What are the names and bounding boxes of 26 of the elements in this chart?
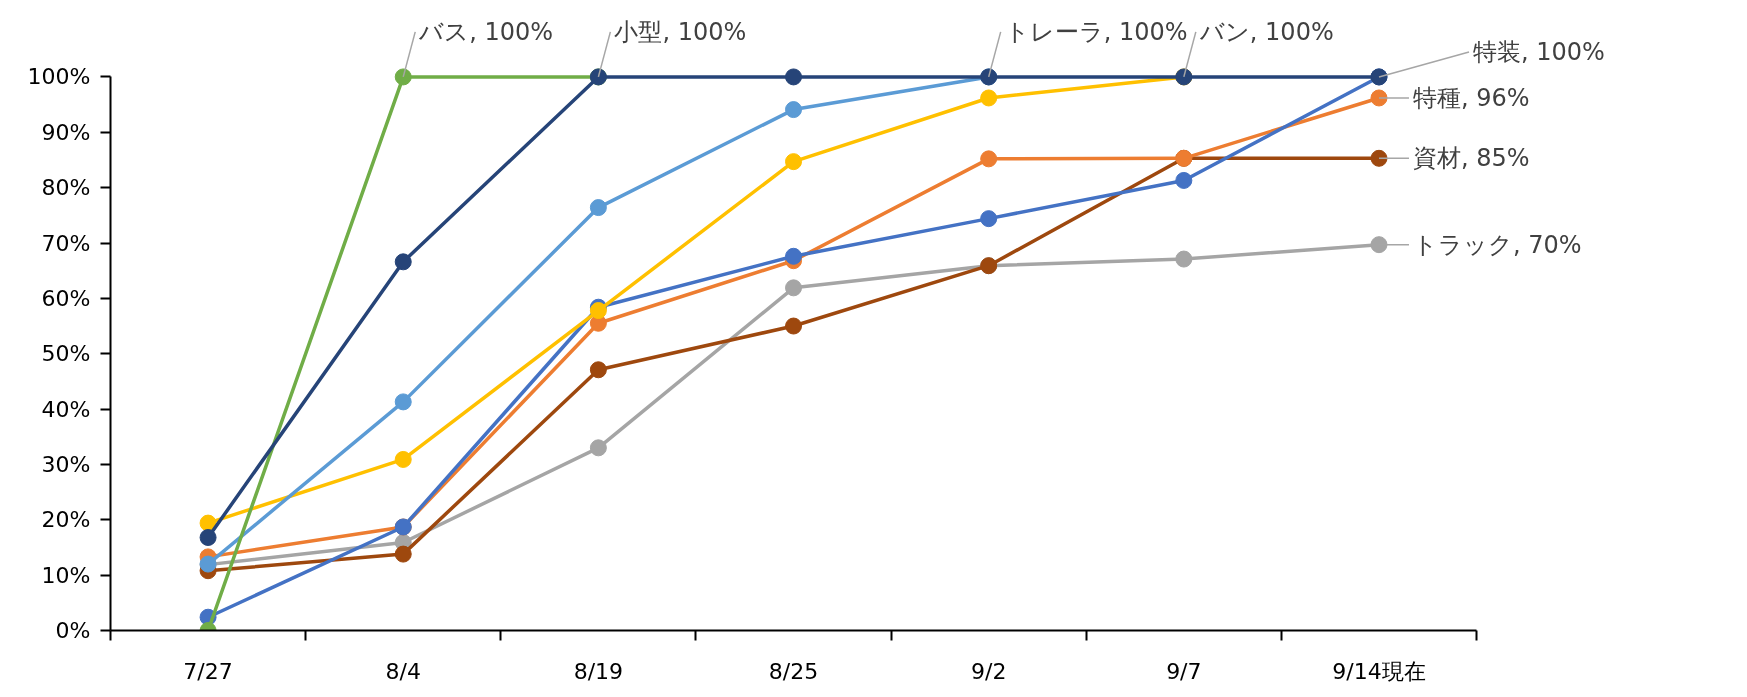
y-tick-label: 0% — [55, 618, 91, 643]
annotation: バス, 100% — [418, 17, 554, 46]
y-tick-label: 100% — [27, 64, 91, 90]
annotation: 特装, 100% — [1472, 37, 1605, 66]
annotation: トレーラ, 100% — [1004, 17, 1188, 46]
annotation: 小型, 100% — [614, 17, 747, 46]
y-tick-label: 30% — [41, 451, 91, 477]
y-tick-label: 40% — [41, 396, 91, 422]
y-tick-label: 60% — [41, 285, 91, 311]
annotation: バン, 100% — [1198, 17, 1334, 46]
x-tick-label: 9/7 — [1166, 658, 1202, 684]
x-tick-label: 9/14現在 — [1332, 658, 1426, 684]
y-tick-label: 90% — [41, 119, 91, 145]
y-tick-label: 20% — [41, 507, 91, 533]
x-tick-label: 9/2 — [970, 658, 1007, 684]
x-tick-label: 8/4 — [385, 658, 421, 684]
y-tick-label: 10% — [41, 562, 91, 588]
y-tick-label: 70% — [41, 230, 91, 256]
annotation: 特種, 96% — [1412, 83, 1530, 112]
annotation: トラック, 70% — [1412, 230, 1582, 259]
annotation: 資材, 85% — [1412, 144, 1530, 173]
x-tick-label: 7/27 — [183, 658, 233, 684]
y-tick-label: 50% — [41, 341, 91, 367]
x-tick-label: 8/19 — [573, 658, 624, 684]
y-tick-label: 80% — [41, 175, 91, 201]
x-tick-label: 8/25 — [768, 658, 819, 684]
